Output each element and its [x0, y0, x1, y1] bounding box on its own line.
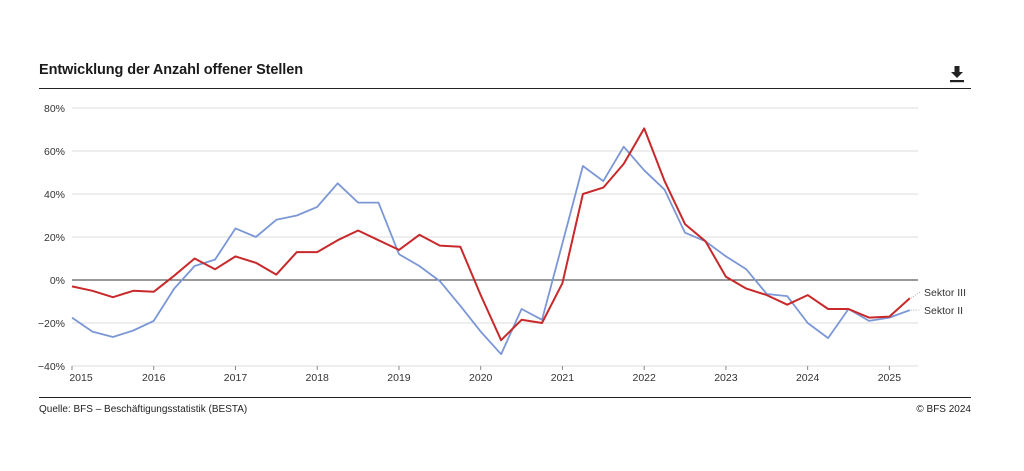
- x-tick-label: 2023: [714, 372, 738, 384]
- x-tick-label: 2019: [387, 372, 411, 384]
- x-tick-label: 2024: [796, 372, 820, 384]
- y-tick-label: −40%: [38, 361, 65, 373]
- series-label-sektor-ii: Sektor II: [924, 305, 963, 317]
- grid-lines: [72, 107, 918, 367]
- copyright-note: © BFS 2024: [916, 404, 971, 415]
- series-line-sektor-iii: [71, 127, 911, 342]
- x-tick-label: 2022: [632, 372, 656, 384]
- y-tick-label: 20%: [44, 232, 65, 244]
- y-tick-label: 60%: [44, 146, 65, 158]
- series-line-sektor-ii: [71, 145, 911, 356]
- series-label-sektor-iii: Sektor III: [924, 287, 966, 299]
- chart-title: Entwicklung der Anzahl offener Stellen: [39, 62, 303, 78]
- x-axis-ticks: 2015 2016 2017 2018 2019 2020 2021 2022 2023 2024…: [69, 366, 901, 384]
- y-tick-label: 40%: [44, 189, 65, 201]
- x-tick-label: 2020: [469, 372, 493, 384]
- source-note: Quelle: BFS – Beschäftigungsstatistik (B…: [39, 404, 248, 415]
- x-tick-label: 2018: [306, 372, 330, 384]
- x-tick-label: 2025: [878, 372, 902, 384]
- x-tick-label: 2015: [69, 372, 93, 384]
- x-tick-label: 2016: [142, 372, 166, 384]
- series-label-leader: [910, 291, 921, 299]
- series-lines: [71, 127, 911, 356]
- y-tick-label: −20%: [38, 318, 65, 330]
- header-divider: [39, 88, 971, 89]
- x-tick-label: 2017: [224, 372, 248, 384]
- x-tick-label: 2021: [551, 372, 575, 384]
- y-axis-ticks: −40% −20% 0% 20% 40% 60% 80%: [38, 103, 65, 373]
- download-button[interactable]: [946, 64, 968, 84]
- y-tick-label: 80%: [44, 103, 65, 115]
- y-tick-label: 0%: [50, 275, 65, 287]
- download-icon: [950, 66, 964, 83]
- footer-divider: [39, 397, 971, 398]
- series-labels: Sektor III Sektor II: [910, 287, 966, 317]
